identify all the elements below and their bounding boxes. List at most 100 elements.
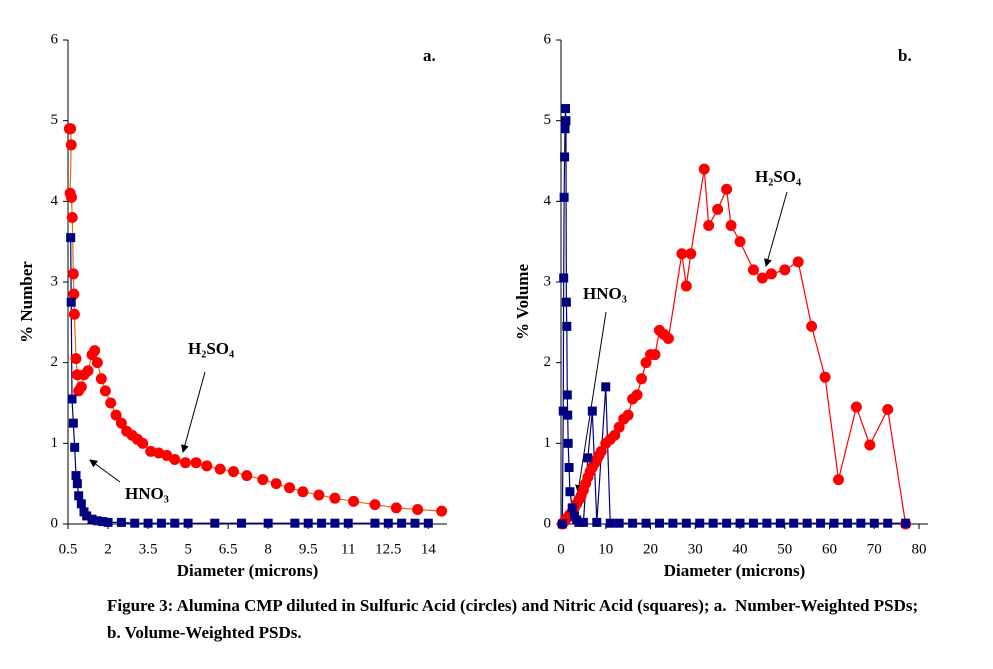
point: [390, 502, 402, 514]
point: [559, 273, 569, 283]
point: [67, 394, 77, 404]
series-line: [69, 128, 442, 512]
point: [654, 518, 664, 528]
point: [156, 518, 166, 528]
point: [561, 297, 571, 307]
x-tick-label: 9.5: [299, 541, 318, 557]
point: [649, 349, 661, 361]
point: [614, 518, 624, 528]
arrow: [89, 459, 121, 483]
panel-label: a.: [423, 46, 436, 65]
point: [65, 123, 77, 135]
point: [563, 438, 573, 448]
point: [685, 248, 697, 260]
point: [734, 236, 746, 248]
point: [592, 517, 602, 527]
point: [668, 518, 678, 528]
x-tick-label: 8: [264, 541, 272, 557]
point: [227, 466, 239, 478]
y-tick-label: 4: [544, 193, 552, 209]
point: [698, 163, 710, 175]
point: [270, 478, 282, 490]
point: [179, 457, 191, 469]
point: [70, 353, 82, 365]
point: [869, 518, 879, 528]
point: [819, 371, 831, 383]
point: [82, 365, 94, 377]
point: [68, 288, 80, 300]
y-tick-label: 4: [51, 193, 59, 209]
point: [816, 518, 826, 528]
point: [722, 518, 732, 528]
point: [735, 518, 745, 528]
point: [98, 517, 108, 527]
point: [567, 503, 577, 513]
point: [87, 514, 97, 524]
x-tick-label: 20: [643, 541, 658, 557]
point: [721, 183, 733, 195]
point: [832, 474, 844, 486]
x-tick-label: 6.5: [219, 541, 238, 557]
x-tick-label: 0.5: [59, 541, 78, 557]
point: [183, 518, 193, 528]
series-line: [561, 108, 906, 525]
point: [329, 492, 341, 504]
point: [775, 518, 785, 528]
point: [91, 357, 103, 369]
y-tick-label: 5: [51, 112, 59, 128]
point: [370, 518, 380, 528]
point: [71, 471, 81, 481]
point: [676, 248, 688, 260]
panel-label: b.: [898, 46, 912, 65]
point: [883, 518, 893, 528]
point: [95, 373, 107, 385]
point: [67, 268, 79, 280]
y-tick-label: 6: [51, 31, 59, 47]
point: [75, 381, 87, 393]
point: [74, 491, 84, 501]
point: [565, 487, 575, 497]
point: [806, 320, 818, 332]
point: [348, 495, 360, 507]
series-label: H₂SO₄: [188, 339, 234, 358]
point: [210, 518, 220, 528]
point: [748, 518, 758, 528]
x-tick-label: 30: [688, 541, 703, 557]
point: [680, 280, 692, 292]
point: [789, 518, 799, 528]
point: [563, 410, 573, 420]
point: [65, 191, 77, 203]
point: [410, 518, 420, 528]
point: [66, 233, 76, 243]
point: [562, 321, 572, 331]
point: [65, 139, 77, 151]
point: [605, 518, 615, 528]
arrow: [575, 311, 607, 493]
point: [564, 463, 574, 473]
point: [703, 220, 715, 232]
point: [130, 518, 140, 528]
point: [317, 518, 327, 528]
x-tick-label: 70: [867, 541, 882, 557]
point: [628, 518, 638, 528]
point: [330, 518, 340, 528]
x-tick-label: 3.5: [139, 541, 158, 557]
x-tick-label: 14: [421, 541, 437, 557]
y-tick-label: 5: [544, 112, 552, 128]
y-tick-label: 2: [544, 354, 552, 370]
point: [343, 518, 353, 528]
point: [601, 382, 611, 392]
point: [76, 499, 86, 509]
point: [190, 457, 202, 469]
point: [708, 518, 718, 528]
point: [92, 516, 102, 526]
x-tick-label: 60: [822, 541, 837, 557]
point: [115, 417, 127, 429]
point: [622, 409, 634, 421]
arrow: [764, 191, 788, 267]
point: [631, 389, 643, 401]
point: [110, 409, 122, 421]
point: [662, 332, 674, 344]
point: [103, 517, 113, 527]
x-tick-label: 80: [912, 541, 927, 557]
